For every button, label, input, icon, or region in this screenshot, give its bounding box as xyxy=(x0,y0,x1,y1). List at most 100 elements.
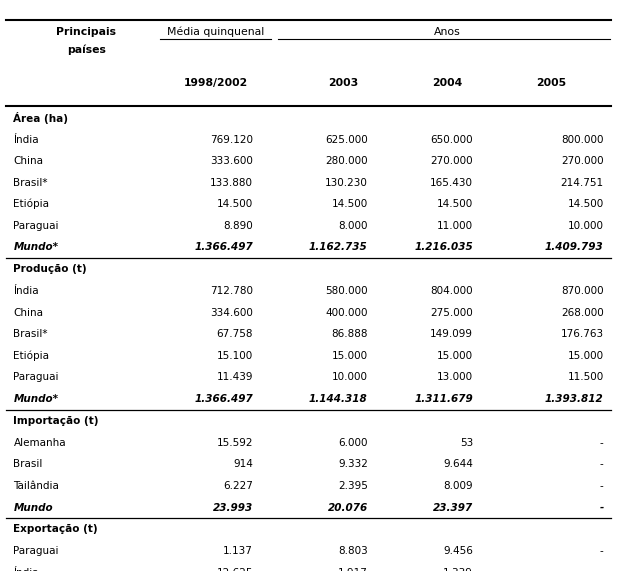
Text: 8.890: 8.890 xyxy=(223,221,253,231)
Text: 15.000: 15.000 xyxy=(437,351,473,361)
Text: Brasil*: Brasil* xyxy=(14,329,48,339)
Text: Média quinquenal: Média quinquenal xyxy=(167,27,264,37)
Text: 12.625: 12.625 xyxy=(217,568,253,571)
Text: Produção (t): Produção (t) xyxy=(14,264,87,274)
Text: 10.000: 10.000 xyxy=(568,221,603,231)
Text: 14.500: 14.500 xyxy=(437,199,473,209)
Text: 1.393.812: 1.393.812 xyxy=(545,394,603,404)
Text: Índia: Índia xyxy=(14,135,39,144)
Text: 914: 914 xyxy=(233,460,253,469)
Text: Paraguai: Paraguai xyxy=(14,221,59,231)
Text: 625.000: 625.000 xyxy=(325,135,368,144)
Text: 14.500: 14.500 xyxy=(331,199,368,209)
Text: Área (ha): Área (ha) xyxy=(14,111,68,124)
Text: -: - xyxy=(599,502,603,513)
Text: 6.227: 6.227 xyxy=(223,481,253,491)
Text: -: - xyxy=(600,481,603,491)
Text: 53: 53 xyxy=(460,438,473,448)
Text: 580.000: 580.000 xyxy=(325,286,368,296)
Text: Mundo: Mundo xyxy=(14,502,53,513)
Text: 2004: 2004 xyxy=(432,78,462,88)
Text: 23.397: 23.397 xyxy=(433,502,473,513)
Text: 270.000: 270.000 xyxy=(430,156,473,166)
Text: Importação (t): Importação (t) xyxy=(14,416,99,426)
Text: 1.409.793: 1.409.793 xyxy=(545,242,603,252)
Text: 800.000: 800.000 xyxy=(561,135,603,144)
Text: 1.366.497: 1.366.497 xyxy=(194,394,253,404)
Text: 11.000: 11.000 xyxy=(437,221,473,231)
Text: 14.500: 14.500 xyxy=(567,199,603,209)
Text: Mundo*: Mundo* xyxy=(14,394,59,404)
Text: 9.644: 9.644 xyxy=(443,460,473,469)
Text: Alemanha: Alemanha xyxy=(14,438,66,448)
Text: 15.000: 15.000 xyxy=(568,351,603,361)
Text: 176.763: 176.763 xyxy=(560,329,603,339)
Text: 1.144.318: 1.144.318 xyxy=(309,394,368,404)
Text: 280.000: 280.000 xyxy=(325,156,368,166)
Text: 214.751: 214.751 xyxy=(560,178,603,188)
Text: 20.076: 20.076 xyxy=(328,502,368,513)
Text: 270.000: 270.000 xyxy=(561,156,603,166)
Text: 67.758: 67.758 xyxy=(217,329,253,339)
Text: 10.000: 10.000 xyxy=(332,372,368,383)
Text: 870.000: 870.000 xyxy=(561,286,603,296)
Text: Índia: Índia xyxy=(14,286,39,296)
Text: -: - xyxy=(600,438,603,448)
Text: 712.780: 712.780 xyxy=(210,286,253,296)
Text: 6.000: 6.000 xyxy=(338,438,368,448)
Text: 8.803: 8.803 xyxy=(338,546,368,557)
Text: 1.137: 1.137 xyxy=(223,546,253,557)
Text: 8.000: 8.000 xyxy=(338,221,368,231)
Text: 133.880: 133.880 xyxy=(210,178,253,188)
Text: 23.993: 23.993 xyxy=(213,502,253,513)
Text: 275.000: 275.000 xyxy=(430,308,473,318)
Text: Índia: Índia xyxy=(14,568,39,571)
Text: 9.456: 9.456 xyxy=(443,546,473,557)
Text: Etiópia: Etiópia xyxy=(14,351,49,361)
Text: 1.311.679: 1.311.679 xyxy=(414,394,473,404)
Text: 769.120: 769.120 xyxy=(210,135,253,144)
Text: Principais: Principais xyxy=(56,27,116,37)
Text: China: China xyxy=(14,308,43,318)
Text: 15.592: 15.592 xyxy=(217,438,253,448)
Text: 15.000: 15.000 xyxy=(331,351,368,361)
Text: 1998/2002: 1998/2002 xyxy=(184,78,248,88)
Text: Brasil: Brasil xyxy=(14,460,43,469)
Text: -: - xyxy=(600,460,603,469)
Text: Paraguai: Paraguai xyxy=(14,372,59,383)
Text: 14.500: 14.500 xyxy=(217,199,253,209)
Text: Mundo*: Mundo* xyxy=(14,242,59,252)
Text: 400.000: 400.000 xyxy=(325,308,368,318)
Text: 1.366.497: 1.366.497 xyxy=(194,242,253,252)
Text: -: - xyxy=(600,568,603,571)
Text: países: países xyxy=(67,45,106,55)
Text: 13.000: 13.000 xyxy=(437,372,473,383)
Text: Exportação (t): Exportação (t) xyxy=(14,525,98,534)
Text: 268.000: 268.000 xyxy=(561,308,603,318)
Text: Etiópia: Etiópia xyxy=(14,199,49,210)
Text: 149.099: 149.099 xyxy=(430,329,473,339)
Text: Paraguai: Paraguai xyxy=(14,546,59,557)
Text: China: China xyxy=(14,156,43,166)
Text: Anos: Anos xyxy=(434,27,460,37)
Text: 1.339: 1.339 xyxy=(443,568,473,571)
Text: 86.888: 86.888 xyxy=(331,329,368,339)
Text: 9.332: 9.332 xyxy=(338,460,368,469)
Text: 2005: 2005 xyxy=(536,78,566,88)
Text: 2.395: 2.395 xyxy=(338,481,368,491)
Text: 650.000: 650.000 xyxy=(430,135,473,144)
Text: 334.600: 334.600 xyxy=(210,308,253,318)
Text: 165.430: 165.430 xyxy=(430,178,473,188)
Text: 15.100: 15.100 xyxy=(217,351,253,361)
Text: 11.500: 11.500 xyxy=(567,372,603,383)
Text: 130.230: 130.230 xyxy=(325,178,368,188)
Text: 2003: 2003 xyxy=(328,78,358,88)
Text: 804.000: 804.000 xyxy=(430,286,473,296)
Text: 333.600: 333.600 xyxy=(210,156,253,166)
Text: 8.009: 8.009 xyxy=(444,481,473,491)
Text: 1.917: 1.917 xyxy=(338,568,368,571)
Text: Tailândia: Tailândia xyxy=(14,481,59,491)
Text: 11.439: 11.439 xyxy=(217,372,253,383)
Text: 1.162.735: 1.162.735 xyxy=(309,242,368,252)
Text: -: - xyxy=(600,546,603,557)
